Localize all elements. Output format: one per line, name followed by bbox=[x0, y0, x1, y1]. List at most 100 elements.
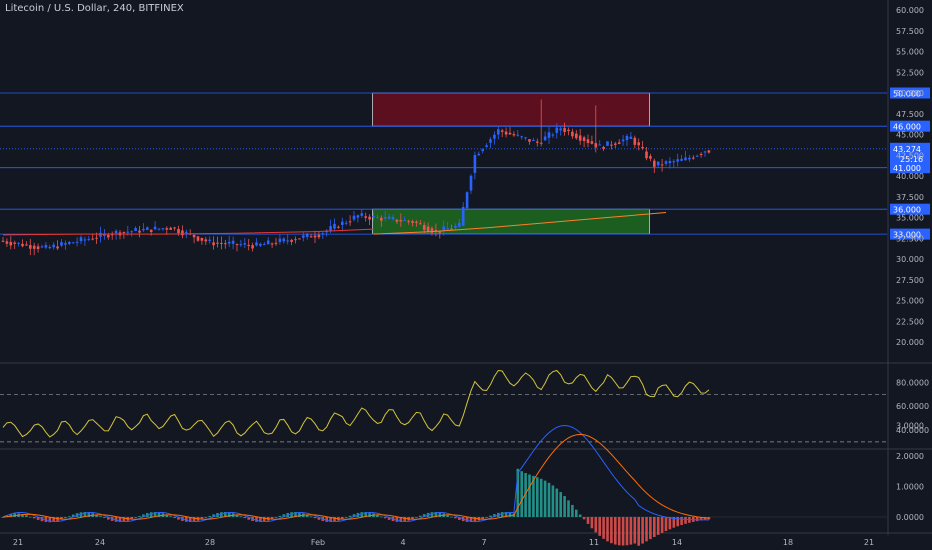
macd-histogram-bar bbox=[411, 517, 414, 520]
macd-histogram-bar bbox=[571, 504, 574, 517]
candle-body bbox=[645, 151, 648, 159]
price-tick-label: 57.500 bbox=[896, 27, 924, 36]
macd-histogram-bar bbox=[317, 517, 321, 520]
candle-body bbox=[676, 159, 679, 162]
macd-histogram-bar bbox=[422, 514, 426, 517]
candle-body bbox=[422, 224, 426, 230]
macd-histogram-bar bbox=[524, 473, 527, 517]
candle-body bbox=[372, 215, 375, 218]
candle-body bbox=[688, 157, 691, 160]
candle-body bbox=[551, 134, 555, 136]
candle-body bbox=[161, 228, 165, 230]
time-tick-label: 11 bbox=[589, 538, 599, 547]
macd-histogram-bar bbox=[348, 515, 352, 517]
level-label-bg bbox=[890, 120, 930, 132]
candle-body bbox=[528, 139, 531, 142]
chart-title: Litecoin / U.S. Dollar, 240, BITFINEX bbox=[5, 3, 184, 14]
price-tick-label: 42.500 bbox=[896, 151, 924, 160]
candle-body bbox=[399, 219, 403, 222]
macd-histogram-bar bbox=[380, 516, 383, 518]
candle-body bbox=[341, 221, 344, 225]
candle-body bbox=[99, 232, 102, 237]
candle-body bbox=[391, 216, 395, 220]
rsi-tick-label: 60.0000 bbox=[896, 402, 929, 411]
candle-body bbox=[181, 230, 184, 236]
candle-body bbox=[40, 246, 44, 248]
macd-histogram-bar bbox=[165, 514, 169, 517]
candle-body bbox=[368, 216, 371, 220]
candle-body bbox=[212, 242, 215, 246]
candle-body bbox=[567, 129, 570, 132]
candle-body bbox=[637, 142, 640, 146]
candle-body bbox=[146, 227, 149, 230]
candle-body bbox=[699, 154, 703, 156]
candle-body bbox=[664, 161, 668, 164]
countdown-label: 25:16 bbox=[900, 155, 923, 164]
macd-histogram-bar bbox=[368, 512, 371, 517]
candle-body bbox=[590, 141, 594, 144]
macd-histogram-bar bbox=[489, 515, 492, 517]
candle-body bbox=[653, 160, 656, 167]
candle-body bbox=[508, 132, 512, 135]
candle-body bbox=[25, 244, 28, 246]
macd-histogram-bar bbox=[434, 511, 438, 517]
signal-line bbox=[2, 433, 709, 520]
macd-histogram-bar bbox=[703, 517, 707, 520]
price-tick-label: 22.500 bbox=[896, 317, 924, 326]
candle-body bbox=[216, 242, 219, 244]
macd-histogram-bar bbox=[493, 514, 496, 517]
macd-histogram-bar bbox=[204, 517, 208, 518]
time-tick-label: 21 bbox=[864, 538, 874, 547]
candle-body bbox=[52, 244, 55, 248]
candle-body bbox=[504, 131, 508, 135]
macd-histogram-bar bbox=[364, 511, 367, 517]
candle-body bbox=[91, 238, 94, 240]
level-label-bg bbox=[890, 162, 930, 174]
candle-body bbox=[227, 241, 231, 244]
macd-histogram-bar bbox=[532, 475, 535, 517]
candle-body bbox=[419, 223, 422, 225]
macd-histogram-bar bbox=[465, 517, 469, 522]
price-tick-label: 32.500 bbox=[896, 234, 924, 243]
candle-body bbox=[348, 221, 352, 223]
candle-body bbox=[536, 141, 539, 143]
macd-histogram-bar bbox=[259, 517, 262, 523]
candle-body bbox=[56, 246, 59, 249]
candle-body bbox=[87, 238, 91, 240]
macd-histogram-bar bbox=[625, 517, 629, 546]
macd-histogram-bar bbox=[274, 517, 278, 518]
candle-body bbox=[255, 242, 258, 246]
candle-body bbox=[177, 228, 180, 234]
macd-histogram-bar bbox=[157, 512, 161, 517]
candle-body bbox=[610, 144, 613, 146]
ma-red-line bbox=[2, 228, 374, 236]
candle-body bbox=[302, 235, 305, 238]
candle-body bbox=[485, 145, 488, 147]
macd-histogram-bar bbox=[130, 517, 133, 520]
macd-tick-label: 2.0000 bbox=[896, 452, 924, 461]
macd-histogram-bar bbox=[21, 514, 24, 517]
candle-body bbox=[29, 245, 32, 249]
ma-orange-line bbox=[373, 212, 667, 235]
macd-histogram-bar bbox=[1, 517, 5, 518]
macd-histogram-bar bbox=[629, 517, 633, 545]
macd-histogram-bar bbox=[668, 517, 672, 530]
macd-histogram-bar bbox=[567, 500, 570, 517]
macd-histogram-bar bbox=[664, 517, 668, 532]
candle-body bbox=[477, 153, 481, 156]
macd-histogram-bar bbox=[676, 517, 679, 527]
candle-body bbox=[512, 134, 516, 136]
macd-histogram-bar bbox=[278, 515, 282, 517]
macd-histogram-bar bbox=[118, 517, 122, 523]
macd-histogram-bar bbox=[294, 511, 297, 517]
macd-histogram-bar bbox=[212, 514, 215, 517]
macd-histogram-bar bbox=[29, 516, 32, 518]
candle-body bbox=[75, 241, 79, 243]
candle-body bbox=[71, 242, 75, 244]
level-label: 36.000 bbox=[893, 206, 921, 215]
macd-histogram-bar bbox=[313, 517, 317, 519]
candle-body bbox=[703, 151, 707, 153]
level-label-bg bbox=[890, 228, 930, 240]
